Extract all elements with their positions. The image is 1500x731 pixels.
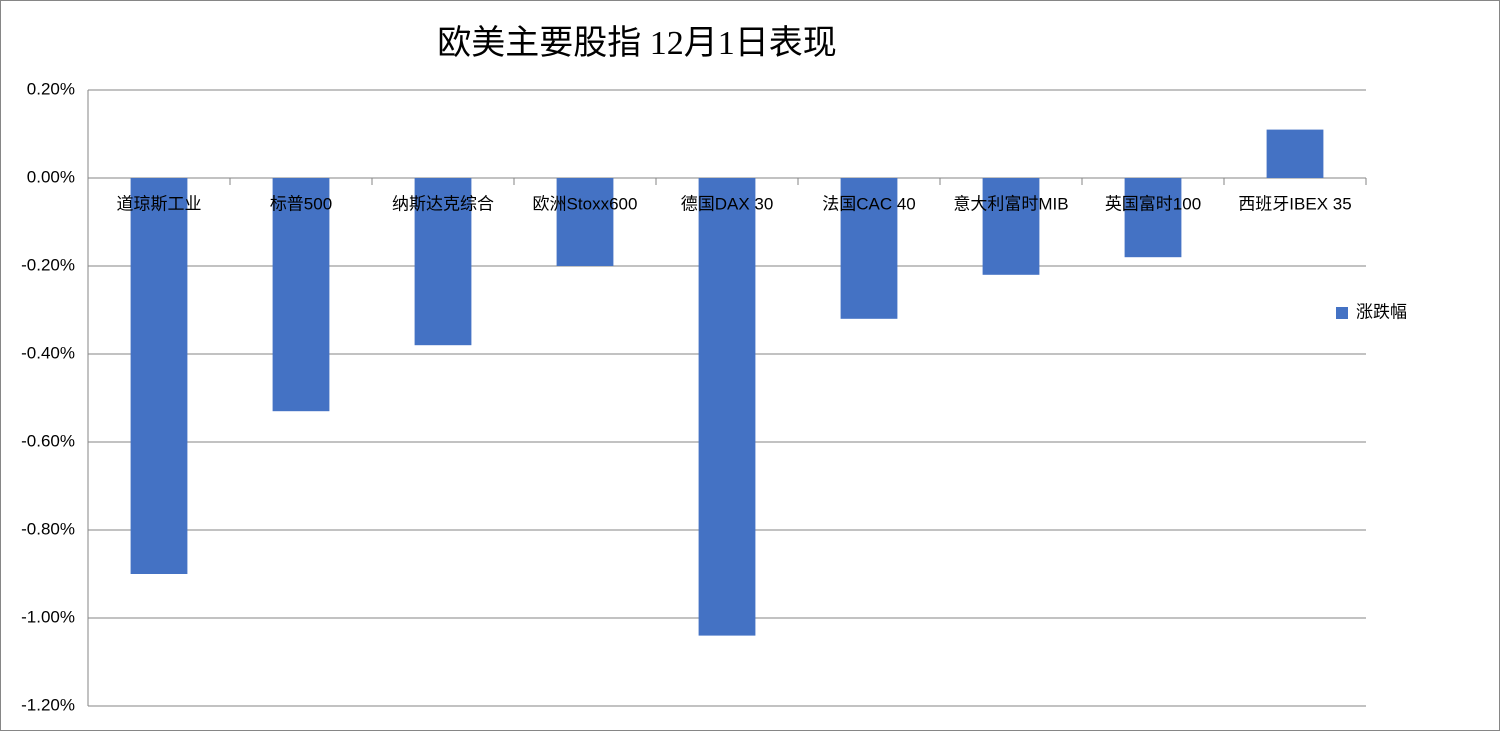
bar bbox=[1266, 129, 1324, 178]
y-tick-label: 0.00% bbox=[27, 167, 75, 186]
y-tick-label: -0.60% bbox=[21, 431, 75, 450]
x-tick-label: 意大利富时MIB bbox=[953, 194, 1068, 213]
bar bbox=[840, 178, 898, 319]
y-tick-label: -0.20% bbox=[21, 255, 75, 274]
x-tick-label: 标普500 bbox=[270, 194, 332, 213]
x-tick-label: 德国DAX 30 bbox=[681, 194, 774, 213]
bar bbox=[414, 178, 472, 346]
x-tick-label: 英国富时100 bbox=[1105, 194, 1201, 213]
y-tick-label: -1.20% bbox=[21, 695, 75, 714]
bar bbox=[982, 178, 1040, 275]
bar bbox=[1124, 178, 1182, 258]
x-tick-label: 道琼斯工业 bbox=[117, 194, 202, 213]
x-tick-label: 欧洲Stoxx600 bbox=[533, 194, 638, 213]
x-tick-label: 纳斯达克综合 bbox=[392, 194, 494, 213]
y-tick-label: -0.80% bbox=[21, 519, 75, 538]
y-tick-label: 0.20% bbox=[27, 79, 75, 98]
bar bbox=[698, 178, 756, 636]
legend-swatch bbox=[1336, 307, 1348, 319]
legend-label: 涨跌幅 bbox=[1356, 302, 1407, 321]
x-tick-label: 西班牙IBEX 35 bbox=[1238, 194, 1351, 213]
x-tick-label: 法国CAC 40 bbox=[822, 194, 916, 213]
y-tick-label: -1.00% bbox=[21, 607, 75, 626]
bar bbox=[272, 178, 330, 412]
y-tick-label: -0.40% bbox=[21, 343, 75, 362]
chart-title: 欧美主要股指 12月1日表现 bbox=[437, 24, 837, 62]
bar bbox=[130, 178, 188, 574]
bar bbox=[556, 178, 614, 266]
